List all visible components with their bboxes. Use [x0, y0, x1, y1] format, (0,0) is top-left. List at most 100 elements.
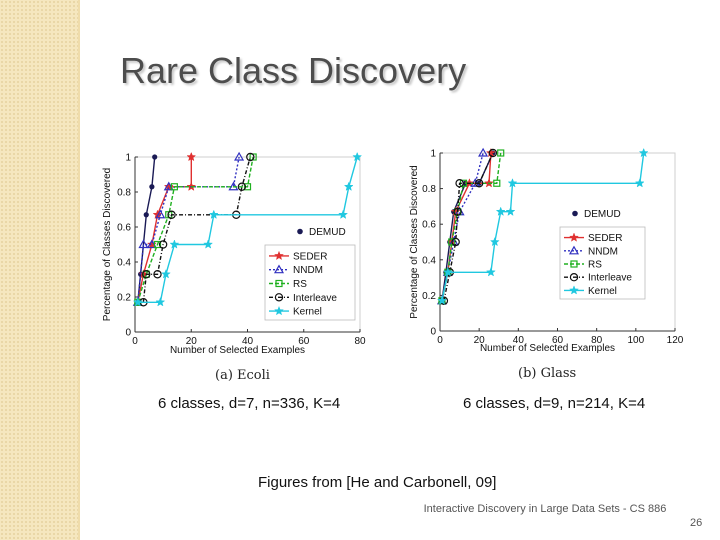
annotation-dot — [297, 228, 303, 235]
legend-label: RS — [293, 279, 307, 290]
data-point — [158, 240, 168, 249]
data-point — [138, 239, 149, 249]
data-point — [246, 152, 255, 162]
legend: SEDER NNDM RS Interleave Kernel — [559, 226, 646, 300]
demud-annotation: DEMUD — [572, 209, 621, 220]
y-tick-label: 1 — [430, 149, 436, 160]
data-point — [234, 151, 245, 161]
annotation-label: DEMUD — [309, 227, 346, 238]
data-point — [485, 267, 496, 277]
data-point — [153, 240, 162, 249]
legend-item: Interleave — [564, 273, 632, 284]
x-tick-label: 0 — [437, 335, 443, 346]
legend-item: RS — [269, 279, 307, 290]
data-point — [143, 212, 149, 218]
legend-marker — [274, 293, 284, 302]
y-tick-label: 0.4 — [422, 255, 436, 266]
data-point — [155, 209, 166, 219]
data-point — [203, 239, 214, 249]
legend-item: Kernel — [269, 305, 322, 318]
data-point — [451, 237, 460, 247]
legend-label: SEDER — [588, 233, 622, 244]
data-point — [488, 148, 498, 158]
data-point — [237, 182, 247, 191]
x-tick-label: 60 — [552, 335, 564, 346]
data-point — [507, 178, 518, 188]
legend-label: RS — [588, 260, 602, 271]
y-tick-label: 0.8 — [422, 184, 436, 195]
legend-marker — [569, 285, 579, 295]
legend-label: Interleave — [588, 273, 632, 284]
legend-label: Kernel — [293, 307, 322, 318]
series-line — [142, 156, 251, 303]
legend-item: Kernel — [564, 285, 617, 297]
data-point — [455, 179, 464, 188]
legend-label: Kernel — [588, 286, 617, 297]
legend-marker — [273, 264, 285, 274]
legend-label: Interleave — [293, 293, 337, 304]
legend-item: Interleave — [269, 293, 337, 304]
y-tick-label: 0 — [125, 328, 131, 339]
data-point — [352, 151, 363, 162]
legend-marker — [570, 260, 578, 268]
data-point — [161, 269, 171, 279]
series-kernel — [132, 151, 363, 307]
data-point — [453, 207, 462, 216]
legend-item: SEDER — [564, 232, 622, 244]
y-tick-label: 0.2 — [117, 293, 131, 304]
demud-annotation: DEMUD — [297, 227, 346, 238]
data-point — [495, 206, 506, 216]
x-axis-label: Number of Selected Examples — [480, 343, 615, 354]
data-point — [437, 295, 447, 305]
data-point — [485, 147, 496, 158]
series-kernel — [437, 147, 649, 305]
legend-marker — [568, 245, 580, 255]
y-tick-label: 0 — [430, 327, 436, 338]
data-point — [152, 154, 158, 160]
data-point — [163, 181, 174, 191]
x-tick-label: 60 — [298, 336, 310, 347]
data-point — [186, 151, 197, 162]
data-point — [132, 297, 143, 307]
dataset-description-glass: 6 classes, d=9, n=214, K=4 — [463, 395, 646, 412]
data-point — [448, 238, 456, 246]
data-point — [489, 236, 500, 247]
legend-item: SEDER — [269, 250, 327, 262]
page-number: 26 — [690, 517, 703, 529]
data-point — [169, 239, 180, 249]
y-tick-label: 1 — [125, 153, 131, 164]
data-point — [146, 239, 157, 249]
footer-text: Interactive Discovery in Large Data Sets… — [423, 503, 667, 515]
data-point — [153, 270, 162, 279]
data-point — [170, 183, 178, 191]
data-point — [338, 209, 349, 219]
y-axis-label: Percentage of Classes Discovered — [409, 165, 420, 318]
data-point — [497, 149, 505, 157]
annotation-dot — [572, 210, 578, 217]
annotation-label: DEMUD — [584, 209, 621, 220]
x-tick-label: 0 — [132, 336, 138, 347]
data-point — [493, 179, 501, 187]
legend-marker — [569, 272, 579, 282]
dataset-description-ecoli: 6 classes, d=7, n=336, K=4 — [158, 395, 341, 412]
data-point — [638, 147, 649, 158]
decorative-band-edge — [78, 0, 80, 540]
data-point — [167, 210, 176, 219]
chart-caption-glass: (b) Glass — [518, 366, 577, 381]
x-tick-label: 20 — [186, 336, 198, 347]
chart-ecoli: 0 20 40 60 80 0 0.2 0.4 0.6 0.8 1 Number of Selecte… — [102, 151, 366, 356]
data-point — [474, 179, 484, 188]
legend: SEDER NNDM RS Interleave Kernel — [264, 244, 356, 321]
chart-glass: 0 20 40 60 80 100 120 0 0.2 0.4 0.6 0.8 1 Number of S… — [409, 147, 684, 354]
data-point — [149, 184, 155, 190]
data-point — [343, 181, 354, 191]
y-tick-label: 0.2 — [422, 291, 436, 302]
x-tick-label: 120 — [667, 335, 684, 346]
x-axis-label: Number of Selected Examples — [170, 345, 305, 356]
data-point — [243, 183, 252, 191]
legend-label: NNDM — [588, 246, 618, 257]
data-point — [505, 206, 516, 216]
data-point — [155, 297, 166, 307]
x-tick-label: 20 — [474, 335, 486, 346]
y-tick-label: 0.8 — [117, 188, 131, 199]
